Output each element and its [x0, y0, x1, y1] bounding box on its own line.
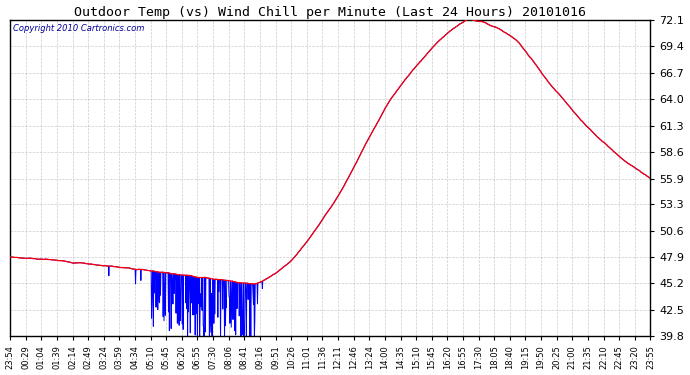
- Text: Copyright 2010 Cartronics.com: Copyright 2010 Cartronics.com: [13, 24, 145, 33]
- Title: Outdoor Temp (vs) Wind Chill per Minute (Last 24 Hours) 20101016: Outdoor Temp (vs) Wind Chill per Minute …: [75, 6, 586, 18]
